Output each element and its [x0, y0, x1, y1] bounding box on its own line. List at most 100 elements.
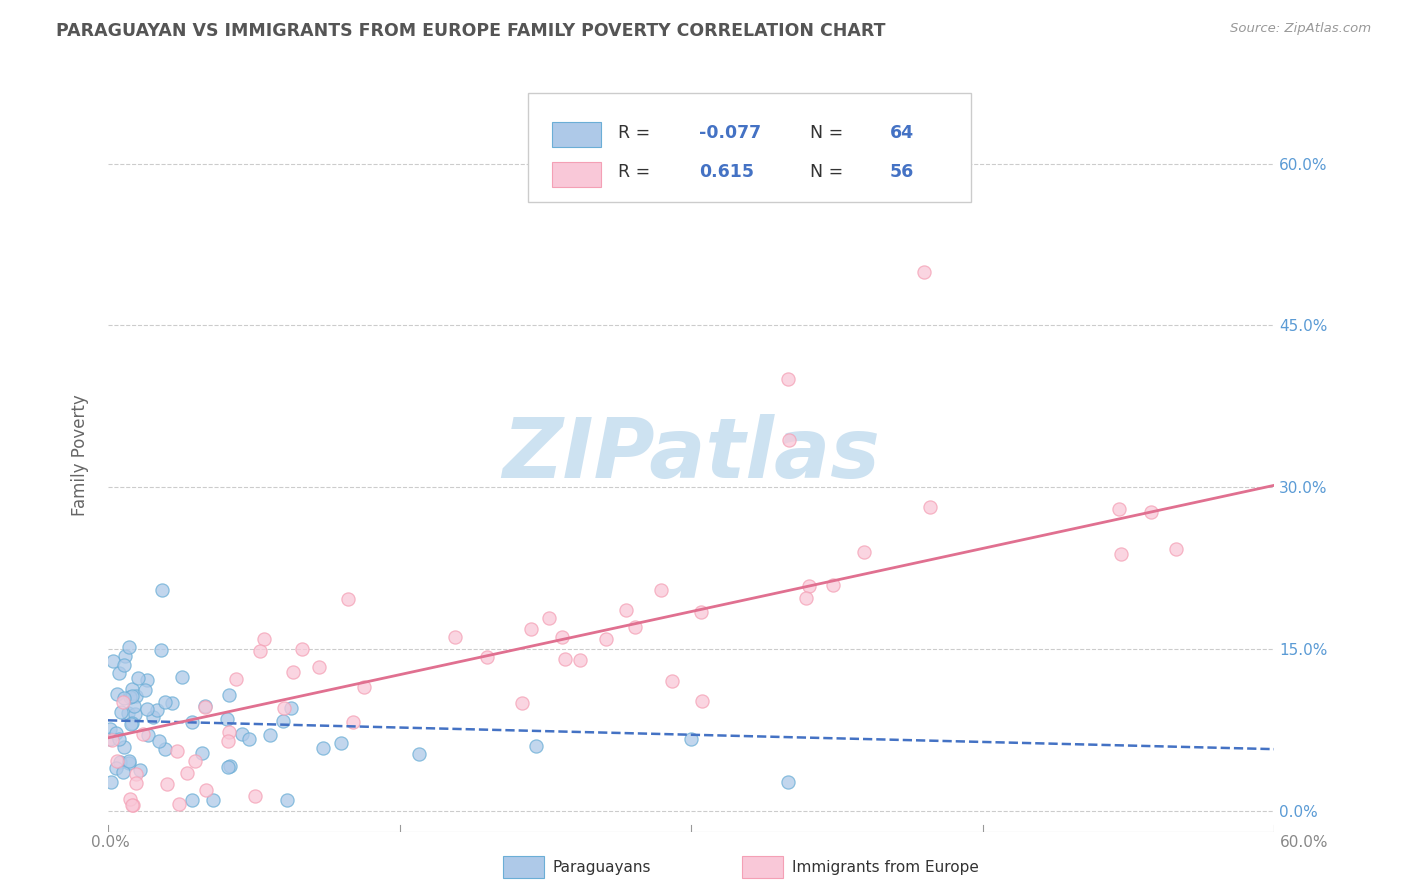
Text: -0.077: -0.077 [699, 124, 762, 142]
Point [129, 763, 152, 777]
Point [201, 793, 224, 807]
Point [122, 699, 145, 714]
Text: Source: ZipAtlas.com: Source: ZipAtlas.com [1230, 22, 1371, 36]
Point [273, 700, 295, 714]
Point [568, 653, 591, 667]
Point [134, 682, 156, 697]
Point [125, 689, 148, 703]
Point [112, 691, 135, 706]
Text: Immigrants from Europe: Immigrants from Europe [792, 860, 979, 874]
Point [253, 632, 276, 647]
Point [112, 740, 135, 755]
Point [160, 696, 183, 710]
Point [551, 630, 574, 644]
Point [108, 666, 131, 681]
Point [337, 592, 360, 607]
Point [510, 696, 533, 710]
Point [110, 705, 132, 719]
Text: R =: R = [617, 163, 655, 181]
Point [105, 761, 128, 775]
Point [914, 264, 936, 278]
Point [920, 500, 942, 514]
Point [166, 744, 188, 758]
Point [105, 687, 128, 701]
Point [238, 732, 260, 747]
Point [112, 764, 135, 779]
FancyBboxPatch shape [527, 93, 972, 202]
Point [681, 731, 703, 746]
Point [114, 649, 136, 664]
Point [118, 640, 141, 655]
Point [184, 754, 207, 768]
Point [98, 731, 121, 746]
Point [271, 714, 294, 728]
Point [120, 791, 142, 805]
Point [690, 694, 713, 708]
Point [218, 688, 240, 702]
Point [308, 660, 330, 674]
Point [100, 775, 122, 789]
Point [152, 582, 174, 597]
Point [194, 700, 217, 714]
Point [217, 712, 239, 726]
Point [690, 605, 713, 619]
Point [1164, 541, 1187, 556]
Point [181, 715, 204, 730]
Point [1108, 501, 1130, 516]
Point [167, 797, 190, 811]
Point [142, 710, 165, 724]
Point [218, 725, 240, 739]
Point [524, 739, 547, 754]
Point [153, 695, 176, 709]
Point [112, 658, 135, 673]
Point [554, 651, 576, 665]
FancyBboxPatch shape [553, 162, 602, 187]
Point [117, 706, 139, 721]
Point [120, 717, 142, 731]
Text: 56: 56 [890, 163, 914, 181]
Point [122, 798, 145, 813]
Point [195, 783, 218, 797]
Y-axis label: Family Poverty: Family Poverty [72, 394, 89, 516]
Point [444, 630, 467, 644]
Point [132, 727, 155, 741]
Point [538, 611, 561, 625]
Point [614, 603, 637, 617]
Point [112, 695, 135, 709]
Point [353, 680, 375, 694]
Point [342, 715, 364, 730]
Point [124, 707, 146, 722]
Point [217, 734, 239, 748]
Text: Paraguayans: Paraguayans [553, 860, 651, 874]
Point [1109, 547, 1132, 561]
Point [100, 722, 122, 736]
Point [194, 699, 217, 714]
Text: ZIPatlas: ZIPatlas [502, 415, 880, 495]
Point [105, 754, 128, 768]
Point [121, 716, 143, 731]
Text: 0.615: 0.615 [699, 163, 755, 181]
Text: N =: N = [810, 124, 849, 142]
Point [243, 789, 266, 804]
Text: N =: N = [810, 163, 849, 181]
Point [852, 544, 875, 558]
Text: R =: R = [617, 124, 655, 142]
Point [276, 793, 298, 807]
Point [281, 665, 304, 679]
Point [105, 726, 128, 740]
Point [249, 644, 271, 658]
Point [231, 727, 253, 741]
Point [1140, 505, 1163, 519]
Point [153, 742, 176, 756]
Point [148, 733, 170, 747]
FancyBboxPatch shape [553, 122, 602, 147]
Point [623, 620, 645, 634]
Point [108, 755, 131, 769]
Point [121, 689, 143, 703]
Point [125, 767, 148, 781]
Point [778, 434, 800, 448]
Point [108, 731, 131, 746]
Point [225, 672, 247, 686]
Point [821, 578, 844, 592]
Point [136, 702, 159, 716]
